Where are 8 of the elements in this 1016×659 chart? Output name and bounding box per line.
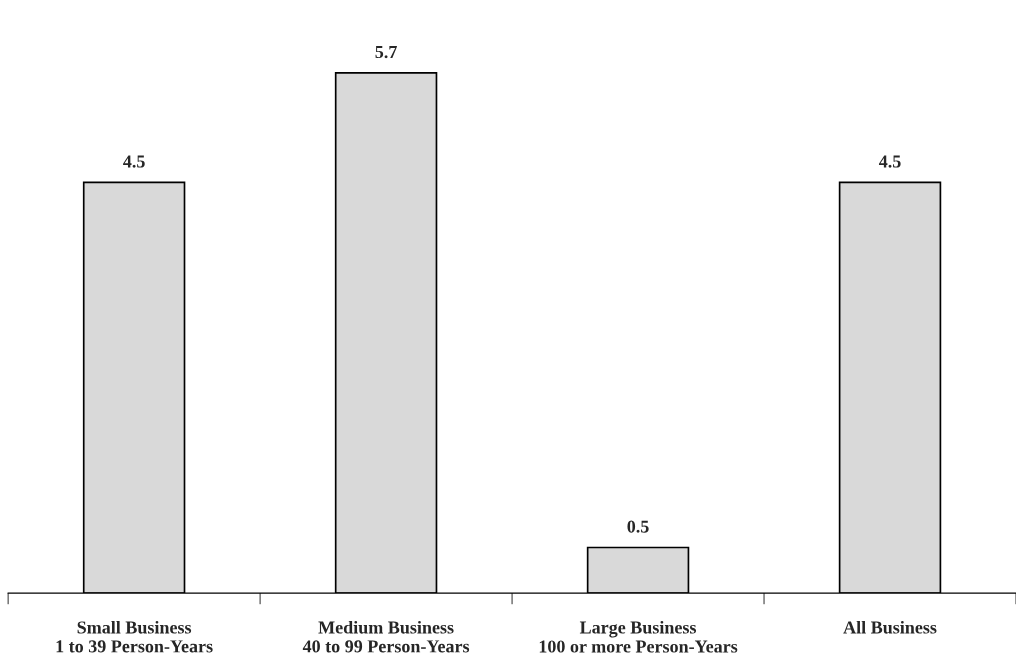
data-label: 5.7 [375, 46, 397, 59]
data-label: 4.5 [123, 155, 145, 168]
x-tick-label: All Business [843, 620, 937, 634]
x-tick-label: Medium Business 40 to 99 Person-Years [302, 620, 470, 653]
x-tick-label: Small Business 1 to 39 Person-Years [56, 620, 213, 653]
data-label: 0.5 [627, 520, 649, 533]
x-tick-label: Large Business 100 or more Person-Years [539, 620, 738, 653]
data-label: 4.5 [878, 155, 901, 168]
